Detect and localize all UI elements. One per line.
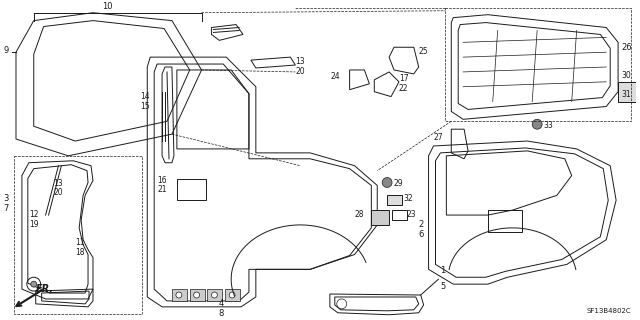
Text: SF13B4802C: SF13B4802C <box>586 308 631 314</box>
Text: 4: 4 <box>219 299 224 308</box>
Text: 29: 29 <box>393 179 403 188</box>
Text: 27: 27 <box>434 133 444 142</box>
Text: 6: 6 <box>419 230 424 239</box>
Bar <box>488 210 522 232</box>
Text: 32: 32 <box>403 194 413 203</box>
Polygon shape <box>392 210 407 220</box>
Text: 33: 33 <box>543 121 553 130</box>
Polygon shape <box>387 195 402 205</box>
Bar <box>207 289 222 301</box>
Text: 9: 9 <box>4 46 9 55</box>
Circle shape <box>194 292 200 298</box>
Text: 13: 13 <box>54 179 63 188</box>
Text: 30: 30 <box>621 71 631 80</box>
Text: 10: 10 <box>102 2 113 11</box>
Text: 26: 26 <box>621 43 632 52</box>
Circle shape <box>211 292 218 298</box>
Text: 14: 14 <box>141 92 150 101</box>
Text: FR.: FR. <box>36 284 54 294</box>
Text: 17: 17 <box>399 74 408 83</box>
Circle shape <box>382 178 392 188</box>
Text: 16: 16 <box>157 176 167 185</box>
Text: 11: 11 <box>76 238 84 247</box>
Text: 7: 7 <box>4 204 9 213</box>
Text: 28: 28 <box>355 210 364 219</box>
Text: 20: 20 <box>295 67 305 76</box>
Text: 3: 3 <box>4 194 9 203</box>
Text: 18: 18 <box>76 248 84 257</box>
Circle shape <box>532 119 542 129</box>
Bar <box>225 289 240 301</box>
Text: 5: 5 <box>440 282 445 291</box>
Text: 15: 15 <box>141 101 150 110</box>
Text: 1: 1 <box>440 266 445 275</box>
Circle shape <box>31 281 36 287</box>
Circle shape <box>176 292 182 298</box>
Text: 24: 24 <box>330 72 340 81</box>
Text: 25: 25 <box>419 47 428 56</box>
Polygon shape <box>618 82 636 101</box>
Text: 20: 20 <box>54 188 63 197</box>
Bar <box>172 289 187 301</box>
Text: 2: 2 <box>419 220 424 229</box>
Text: 22: 22 <box>399 84 408 93</box>
Bar <box>189 289 205 301</box>
Text: 23: 23 <box>407 210 417 219</box>
Text: 12: 12 <box>29 210 38 219</box>
Text: 31: 31 <box>621 90 630 99</box>
Text: 13: 13 <box>295 57 305 66</box>
Circle shape <box>229 292 235 298</box>
Text: 8: 8 <box>219 309 224 318</box>
Text: 21: 21 <box>157 186 167 195</box>
Polygon shape <box>371 210 389 225</box>
Text: 19: 19 <box>29 220 38 229</box>
